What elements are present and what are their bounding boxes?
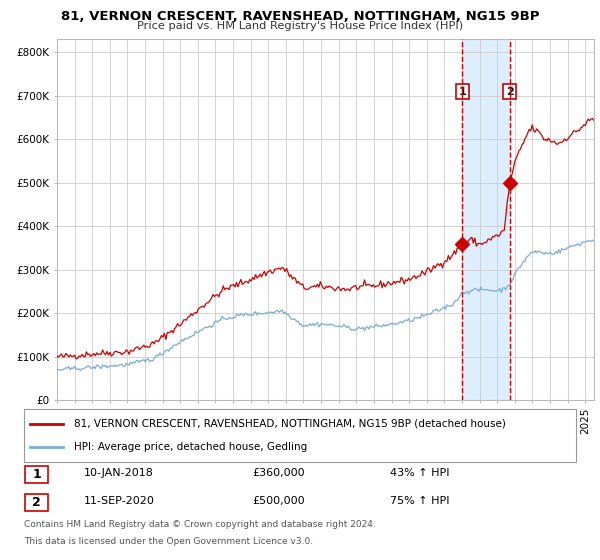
Text: 2: 2 — [32, 496, 41, 510]
Bar — [463, 39, 509, 400]
Text: 81, VERNON CRESCENT, RAVENSHEAD, NOTTINGHAM, NG15 9BP (detached house): 81, VERNON CRESCENT, RAVENSHEAD, NOTTING… — [74, 419, 506, 429]
Text: 75% ↑ HPI: 75% ↑ HPI — [390, 496, 449, 506]
Text: 10-JAN-2018: 10-JAN-2018 — [84, 468, 154, 478]
Text: £360,000: £360,000 — [252, 468, 305, 478]
Text: Contains HM Land Registry data © Crown copyright and database right 2024.: Contains HM Land Registry data © Crown c… — [24, 520, 376, 529]
Text: 1: 1 — [458, 87, 466, 96]
FancyBboxPatch shape — [25, 466, 48, 483]
Text: £500,000: £500,000 — [252, 496, 305, 506]
Text: 2: 2 — [506, 87, 514, 96]
Text: HPI: Average price, detached house, Gedling: HPI: Average price, detached house, Gedl… — [74, 442, 307, 452]
Text: 1: 1 — [32, 468, 41, 482]
Text: 81, VERNON CRESCENT, RAVENSHEAD, NOTTINGHAM, NG15 9BP: 81, VERNON CRESCENT, RAVENSHEAD, NOTTING… — [61, 10, 539, 23]
FancyBboxPatch shape — [25, 494, 48, 511]
FancyBboxPatch shape — [24, 409, 576, 462]
Text: 11-SEP-2020: 11-SEP-2020 — [84, 496, 155, 506]
Text: Price paid vs. HM Land Registry's House Price Index (HPI): Price paid vs. HM Land Registry's House … — [137, 21, 463, 31]
Text: 43% ↑ HPI: 43% ↑ HPI — [390, 468, 449, 478]
Text: This data is licensed under the Open Government Licence v3.0.: This data is licensed under the Open Gov… — [24, 537, 313, 546]
